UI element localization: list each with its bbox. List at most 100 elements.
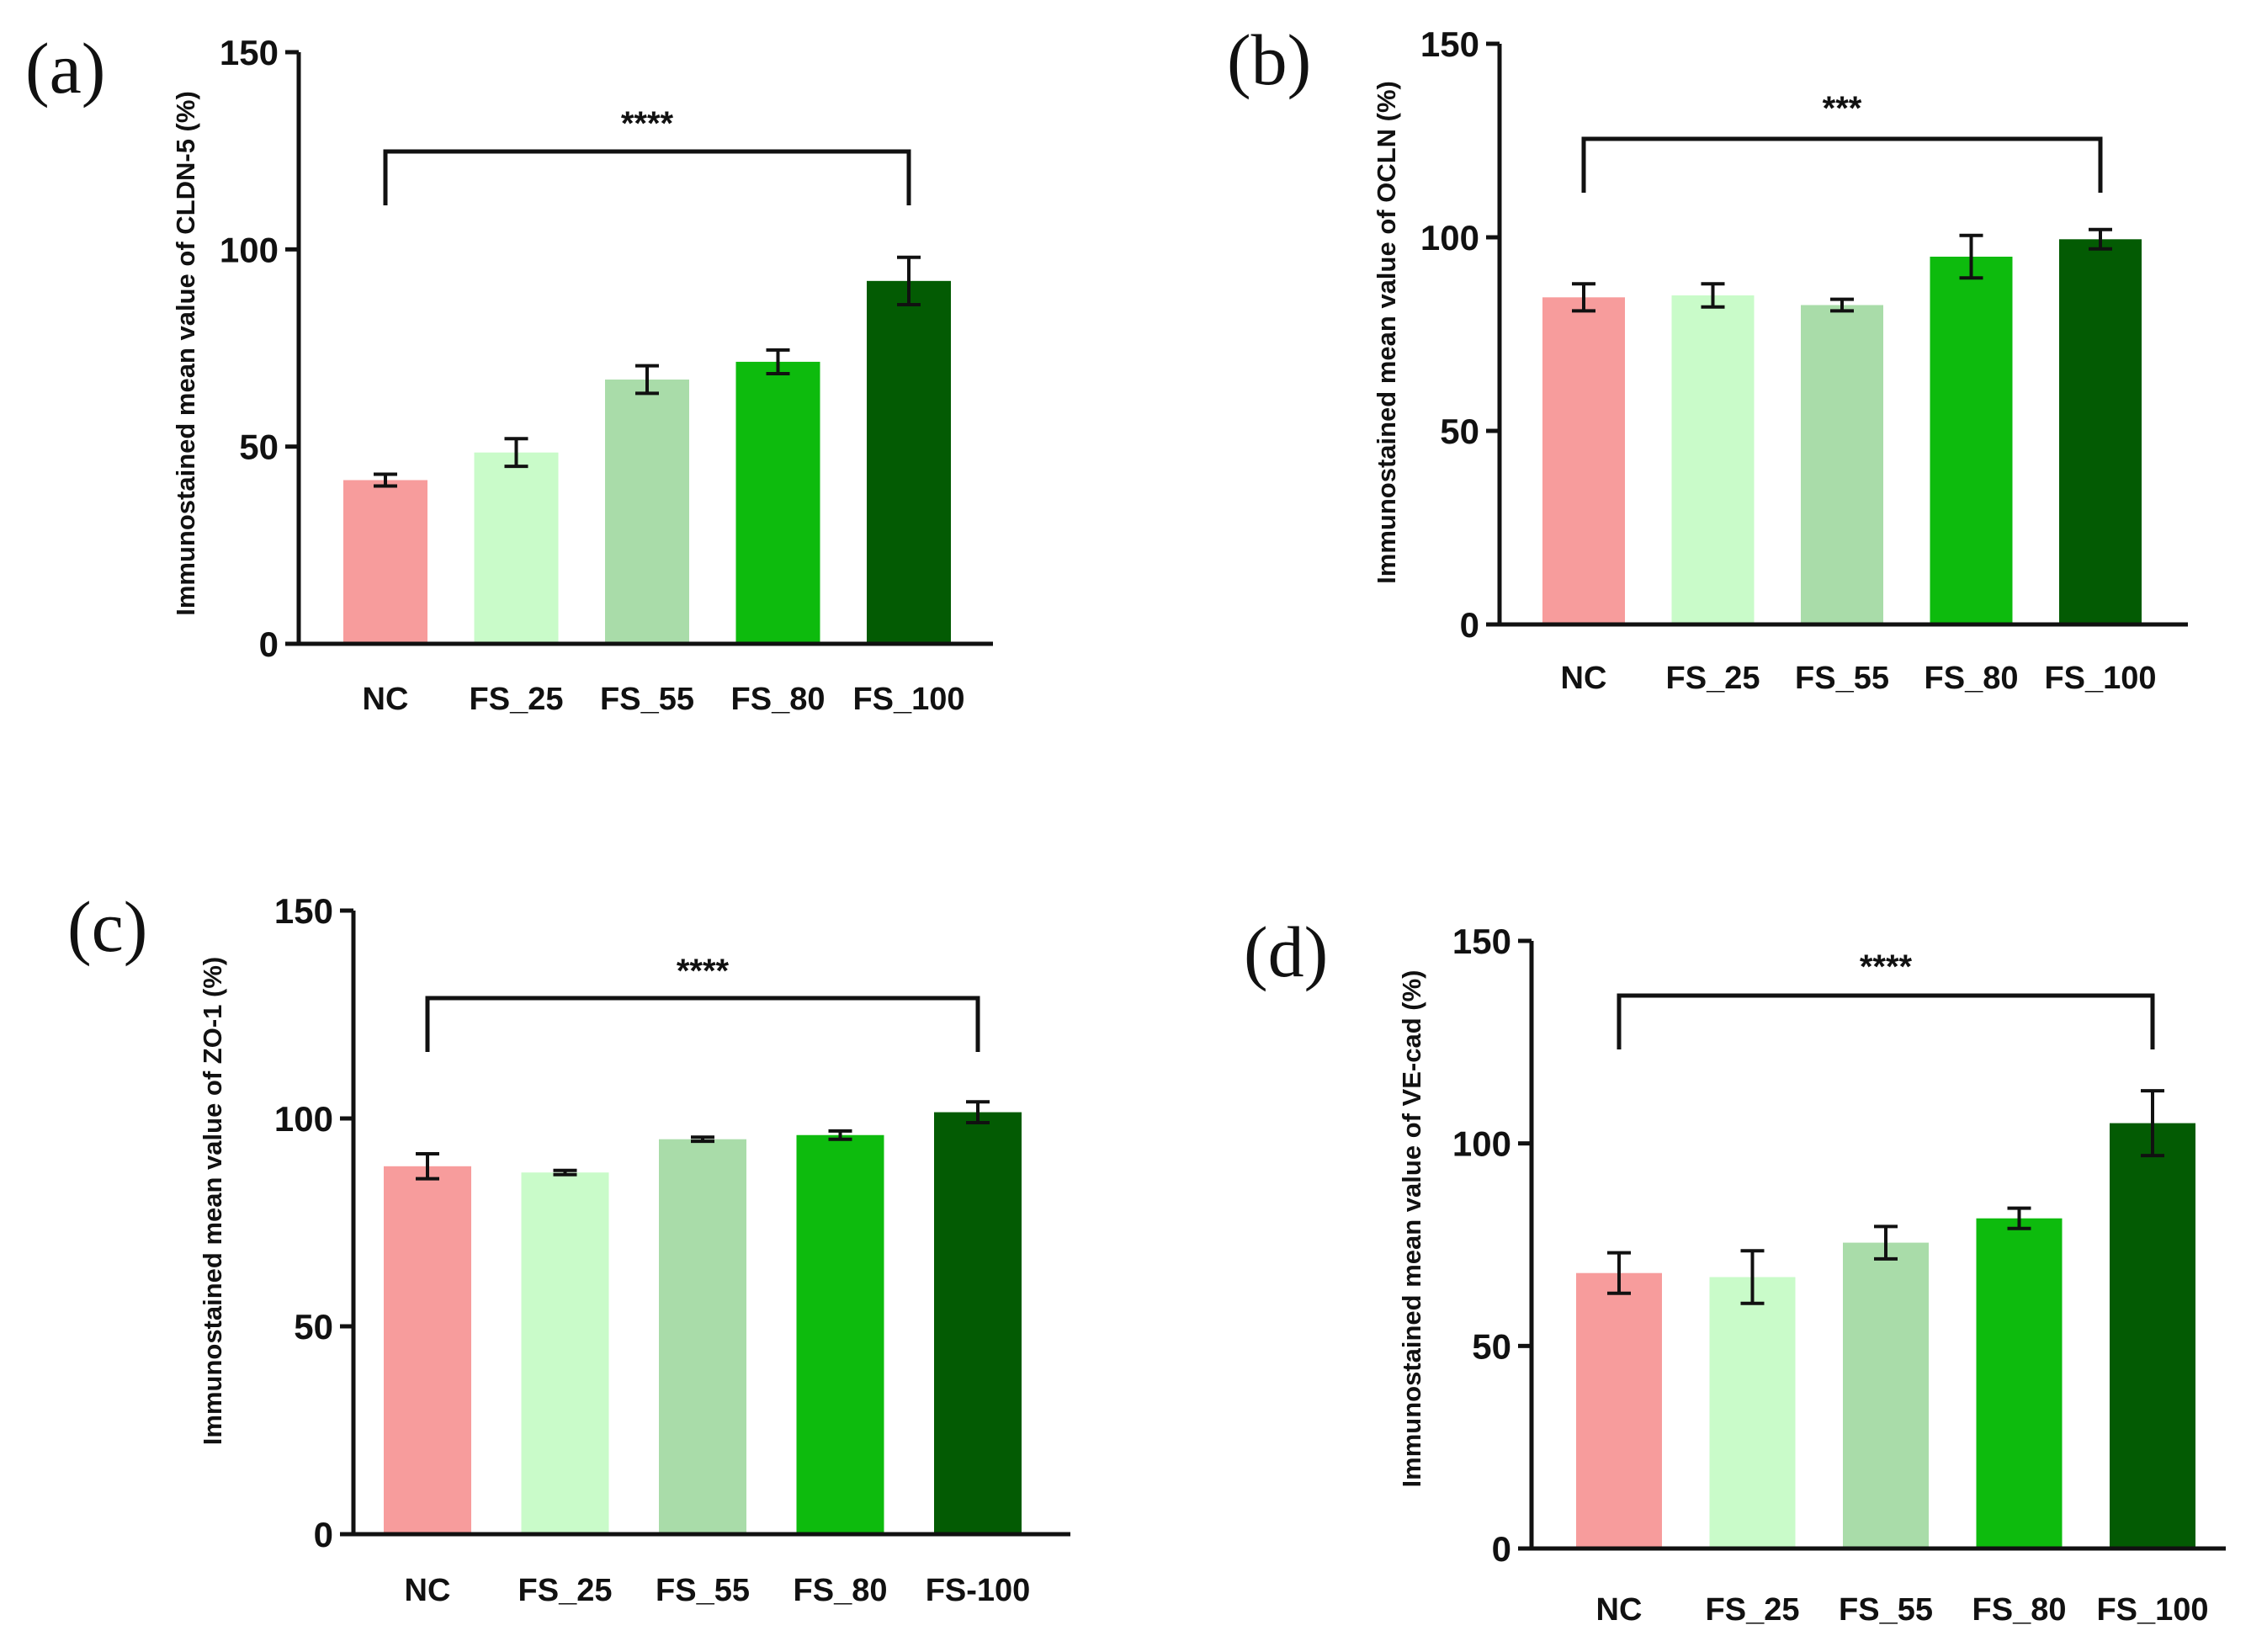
panel-a-error-bar-fs_100 (897, 255, 921, 306)
panel-c-y-tick-label-50: 50 (294, 1307, 333, 1347)
panel-c: (c) Immunostained mean value of ZO-1 (%)… (67, 886, 1070, 1608)
panel-b-significance-label: *** (1823, 90, 1862, 127)
panel-a-bar-fs_55 (605, 379, 689, 644)
panel-a-y-tick-label-150: 150 (220, 33, 279, 72)
panel-d-error-bar-fs_25 (1740, 1249, 1765, 1305)
panel-c-significance-bracket (425, 996, 980, 1052)
panel-a-significance-label: **** (621, 105, 674, 142)
panel-c-error-bar-nc (416, 1151, 439, 1181)
panel-d-significance-bracket (1617, 993, 2155, 1049)
panel-c-bar-nc (384, 1166, 471, 1534)
panel-a-x-tick-label-fs_100: FS_100 (852, 682, 964, 717)
panel-b: (b) Immunostained mean value of OCLN (%)… (1227, 19, 2188, 696)
panel-d: (d) Immunostained mean value of VE-cad (… (1244, 911, 2226, 1628)
panel-b-x-tick-label-fs_25: FS_25 (1666, 661, 1760, 696)
panel-d-y-tick-label-0: 0 (1492, 1529, 1511, 1569)
panel-c-error-bar-fs_55 (691, 1135, 714, 1144)
panel-c-y-tick-label-0: 0 (314, 1515, 333, 1554)
panel-d-letter: (d) (1244, 911, 1328, 992)
panel-c-bar-fs-100 (934, 1112, 1022, 1534)
panel-a-bar-fs_80 (735, 361, 820, 644)
panel-a-y-tick-label-50: 50 (239, 428, 279, 467)
panel-b-bar-fs_25 (1671, 295, 1755, 624)
panel-a: (a) Immunostained mean value of CLDN-5 (… (25, 28, 993, 717)
panel-c-error-bar-fs_80 (828, 1129, 852, 1141)
panel-b-letter: (b) (1227, 19, 1311, 100)
panel-a-bar-fs_100 (867, 280, 951, 644)
panel-c-significance-label: **** (677, 953, 730, 990)
panel-d-x-tick-label-fs_25: FS_25 (1706, 1592, 1800, 1628)
panel-d-x-tick-label-fs_100: FS_100 (2096, 1592, 2208, 1628)
panel-d-significance-label: **** (1860, 948, 1913, 985)
panel-b-plot: 0 50 100 150 NC FS_25 FS_55 FS_80 FS_100 *** (1420, 24, 2188, 696)
panel-c-error-bar-fs_25 (553, 1168, 577, 1177)
panel-d-bar-fs_100 (2110, 1123, 2195, 1548)
panel-a-error-bar-nc (374, 472, 397, 488)
panel-d-error-bar-fs_100 (2141, 1089, 2164, 1158)
panel-d-plot: 0 50 100 150 NC FS_25 FS_55 FS_80 FS_100 **** (1452, 922, 2226, 1628)
panel-d-error-bar-fs_55 (1874, 1224, 1898, 1261)
panel-d-bar-fs_55 (1843, 1242, 1929, 1548)
panel-b-error-bar-fs_100 (2089, 227, 2112, 251)
panel-b-y-axis-label: Immunostained mean value of OCLN (%) (1372, 81, 1401, 584)
panel-a-x-tick-label-fs_25: FS_25 (470, 682, 564, 717)
panel-b-error-bar-nc (1572, 282, 1595, 313)
panel-d-x-tick-label-fs_55: FS_55 (1839, 1592, 1933, 1628)
panel-d-y-tick-label-50: 50 (1472, 1326, 1511, 1366)
panel-c-error-bar-fs-100 (966, 1100, 990, 1124)
panel-a-letter: (a) (25, 28, 105, 109)
panel-d-y-axis-label: Immunostained mean value of VE-cad (%) (1397, 970, 1426, 1488)
panel-a-bar-nc (343, 480, 427, 644)
panel-a-plot: 0 50 100 150 NC FS_25 FS_55 FS_80 FS_100 **** (220, 33, 993, 717)
panel-a-y-tick-label-0: 0 (259, 624, 279, 664)
panel-b-bar-nc (1542, 297, 1625, 624)
panel-d-bar-nc (1576, 1272, 1662, 1548)
panel-a-y-tick-label-100: 100 (220, 230, 279, 269)
panel-a-x-tick-label-fs_55: FS_55 (600, 682, 694, 717)
panel-b-x-tick-label-fs_55: FS_55 (1795, 661, 1889, 696)
panel-b-bar-fs_80 (1930, 257, 2013, 624)
panel-c-x-tick-label-fs_55: FS_55 (656, 1573, 750, 1608)
panel-a-bar-fs_25 (474, 452, 559, 644)
panel-c-x-tick-label-fs_80: FS_80 (794, 1573, 888, 1608)
panel-c-bar-fs_80 (796, 1134, 884, 1534)
panel-b-bar-fs_55 (1801, 305, 1883, 624)
panel-c-x-tick-label-fs_25: FS_25 (518, 1573, 613, 1608)
panel-d-y-tick-label-150: 150 (1452, 922, 1511, 961)
panel-b-y-tick-label-100: 100 (1420, 218, 1479, 258)
panel-d-x-tick-label-nc: NC (1596, 1592, 1643, 1628)
panel-c-y-axis-label: Immunostained mean value of ZO-1 (%) (198, 957, 227, 1445)
panel-c-y-tick-label-100: 100 (274, 1099, 333, 1139)
panel-b-error-bar-fs_55 (1830, 297, 1854, 313)
panel-d-y-tick-label-100: 100 (1452, 1124, 1511, 1164)
panel-d-error-bar-nc (1607, 1251, 1631, 1295)
panel-a-x-tick-label-nc: NC (363, 682, 409, 717)
panel-c-y-tick-label-150: 150 (274, 891, 333, 931)
panel-c-bar-fs_55 (659, 1139, 746, 1534)
panel-b-x-tick-label-nc: NC (1561, 661, 1607, 696)
panel-b-bar-fs_100 (2059, 239, 2142, 624)
panel-b-significance-bracket (1581, 136, 2103, 193)
panel-b-y-tick-label-150: 150 (1420, 24, 1479, 64)
panel-b-y-tick-label-0: 0 (1460, 605, 1479, 645)
panel-b-y-tick-label-50: 50 (1440, 412, 1479, 451)
panel-c-letter: (c) (67, 886, 147, 967)
panel-a-error-bar-fs_25 (504, 437, 528, 469)
panel-b-x-tick-label-fs_100: FS_100 (2044, 661, 2156, 696)
panel-c-x-tick-label-fs-100: FS-100 (926, 1573, 1031, 1608)
panel-d-x-tick-label-fs_80: FS_80 (1972, 1592, 2067, 1628)
panel-d-bar-fs_25 (1709, 1277, 1796, 1548)
panel-b-x-tick-label-fs_80: FS_80 (1925, 661, 2019, 696)
panel-a-error-bar-fs_80 (766, 348, 790, 375)
panel-b-error-bar-fs_25 (1701, 282, 1725, 309)
panel-a-x-tick-label-fs_80: FS_80 (731, 682, 826, 717)
panel-a-y-axis-label: Immunostained mean value of CLDN-5 (%) (171, 91, 200, 616)
panel-c-x-tick-label-nc: NC (405, 1573, 451, 1608)
panel-c-bar-fs_25 (521, 1172, 609, 1534)
panel-a-significance-bracket (383, 149, 911, 205)
panel-d-bar-fs_80 (1976, 1218, 2063, 1548)
panel-a-error-bar-fs_55 (635, 364, 659, 396)
panel-c-plot: 0 50 100 150 NC FS_25 FS_55 FS_80 FS-100 **** (274, 891, 1070, 1608)
panel-b-error-bar-fs_80 (1959, 233, 1983, 280)
